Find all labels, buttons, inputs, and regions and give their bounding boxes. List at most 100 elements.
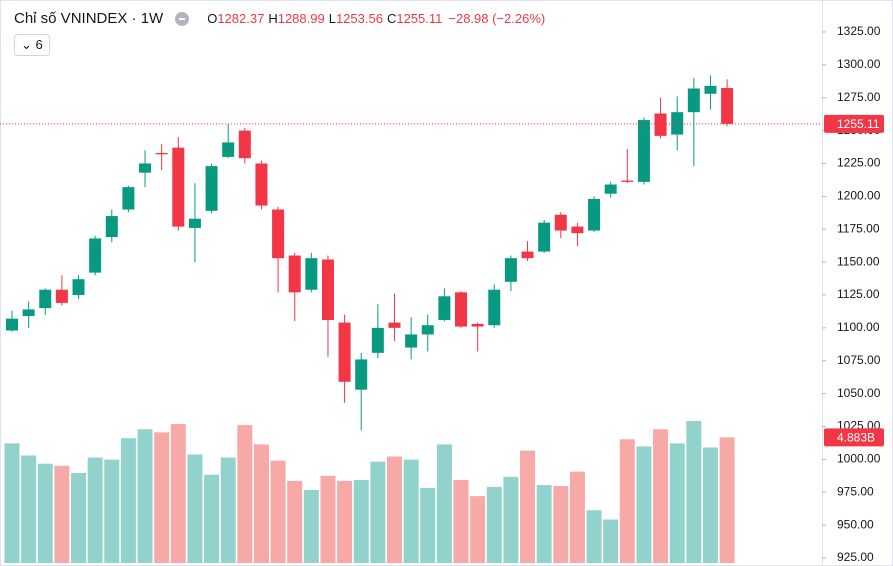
price-tag [824, 114, 884, 133]
volume-bar [154, 432, 170, 563]
change-value: −28.98 (−2.26%) [448, 11, 546, 26]
volume-bar [636, 446, 652, 563]
volume-bar [536, 485, 552, 563]
volume-bar [170, 424, 186, 563]
candle-body [405, 334, 418, 348]
candle-body [371, 327, 384, 353]
candle-body [288, 255, 301, 293]
candle-body [272, 209, 285, 259]
candle-body [139, 163, 152, 173]
volume-bar [37, 463, 53, 563]
volume-bar [87, 457, 103, 563]
volume-bar [569, 471, 585, 563]
candle-body [621, 180, 634, 182]
volume-bar [370, 461, 386, 563]
volume-bar [287, 480, 303, 563]
candle-body [122, 187, 135, 210]
volume-bar [503, 476, 519, 563]
y-tick-label: 1200.00 [837, 189, 881, 203]
y-tick-label: 1175.00 [837, 221, 880, 235]
chart-title: Chỉ số VNINDEX · 1W [14, 10, 164, 27]
candle-body [671, 112, 684, 135]
candle-body [604, 184, 617, 194]
low-label: L [328, 11, 336, 26]
candle-body [687, 88, 700, 113]
hide-button[interactable] [175, 11, 190, 26]
candle-body [654, 113, 667, 136]
candle-body [305, 258, 318, 290]
candle-body [222, 142, 235, 157]
volume-bar [619, 439, 635, 563]
volume-bar [237, 425, 253, 563]
candle-body [471, 323, 484, 327]
candle-body [321, 259, 334, 320]
volume-bar [54, 465, 70, 563]
candle-body [22, 309, 35, 317]
y-tick-label: 1075.00 [837, 353, 881, 367]
volume-bar [470, 496, 486, 563]
candle-body [704, 85, 717, 94]
volume-bar [520, 450, 536, 563]
candle-body [238, 130, 251, 159]
candle-body [488, 289, 501, 326]
candle-body [571, 226, 584, 234]
open-label: O [207, 11, 218, 26]
price-tag-label: 1255.11 [837, 117, 880, 131]
volume-bar [320, 475, 336, 563]
volume-bar [686, 421, 702, 563]
volume-bar [187, 454, 203, 563]
volume-bar [353, 479, 369, 563]
candle-body [188, 218, 201, 228]
y-tick-label: 975.00 [837, 484, 874, 498]
volume-tag [824, 428, 884, 447]
y-tick-label: 925.00 [837, 550, 874, 564]
indicator-count: 6 [35, 37, 43, 52]
volume-bar [702, 447, 718, 563]
volume-bar [253, 444, 269, 563]
volume-bar [669, 443, 685, 563]
volume-bar [420, 487, 436, 563]
volume-bar [453, 479, 469, 563]
candle-body [205, 166, 218, 211]
candle-body [338, 322, 351, 382]
open-value: 1282.37 [217, 11, 265, 26]
y-tick-label: 1125.00 [837, 287, 880, 301]
volume-bar [337, 480, 353, 563]
candle-body [637, 120, 650, 182]
candle-body [89, 238, 102, 273]
candle-body [504, 258, 517, 282]
volume-bar [553, 486, 569, 563]
candle-body [538, 222, 551, 252]
candle-body [39, 289, 52, 309]
high-value: 1288.99 [277, 11, 325, 26]
y-tick-label: 1225.00 [837, 156, 881, 170]
volume-bar [4, 443, 20, 563]
volume-bar [104, 459, 120, 563]
indicator-toggle[interactable]: ⌄ 6 [14, 34, 50, 56]
y-tick-label: 1050.00 [837, 386, 881, 400]
volume-bar [220, 457, 236, 563]
y-tick-label: 1000.00 [837, 452, 881, 466]
volume-bar [486, 486, 502, 563]
volume-bar [120, 438, 136, 563]
volume-bar [603, 519, 619, 563]
y-tick-label: 1275.00 [837, 90, 881, 104]
candle-body [72, 279, 85, 295]
volume-bar [719, 437, 735, 563]
candle-body [421, 325, 434, 335]
candle-body [105, 216, 118, 238]
candle-body [521, 251, 534, 259]
volume-bar [403, 459, 419, 563]
y-tick-label: 950.00 [837, 517, 874, 531]
volume-bar [137, 429, 153, 563]
volume-bar [653, 429, 669, 563]
volume-bar [386, 456, 402, 563]
volume-bar [21, 455, 37, 563]
volume-bar [436, 444, 452, 563]
y-tick-label: 1325.00 [837, 24, 881, 38]
y-tick-label: 1100.00 [837, 320, 880, 334]
volume-bar [586, 510, 602, 563]
